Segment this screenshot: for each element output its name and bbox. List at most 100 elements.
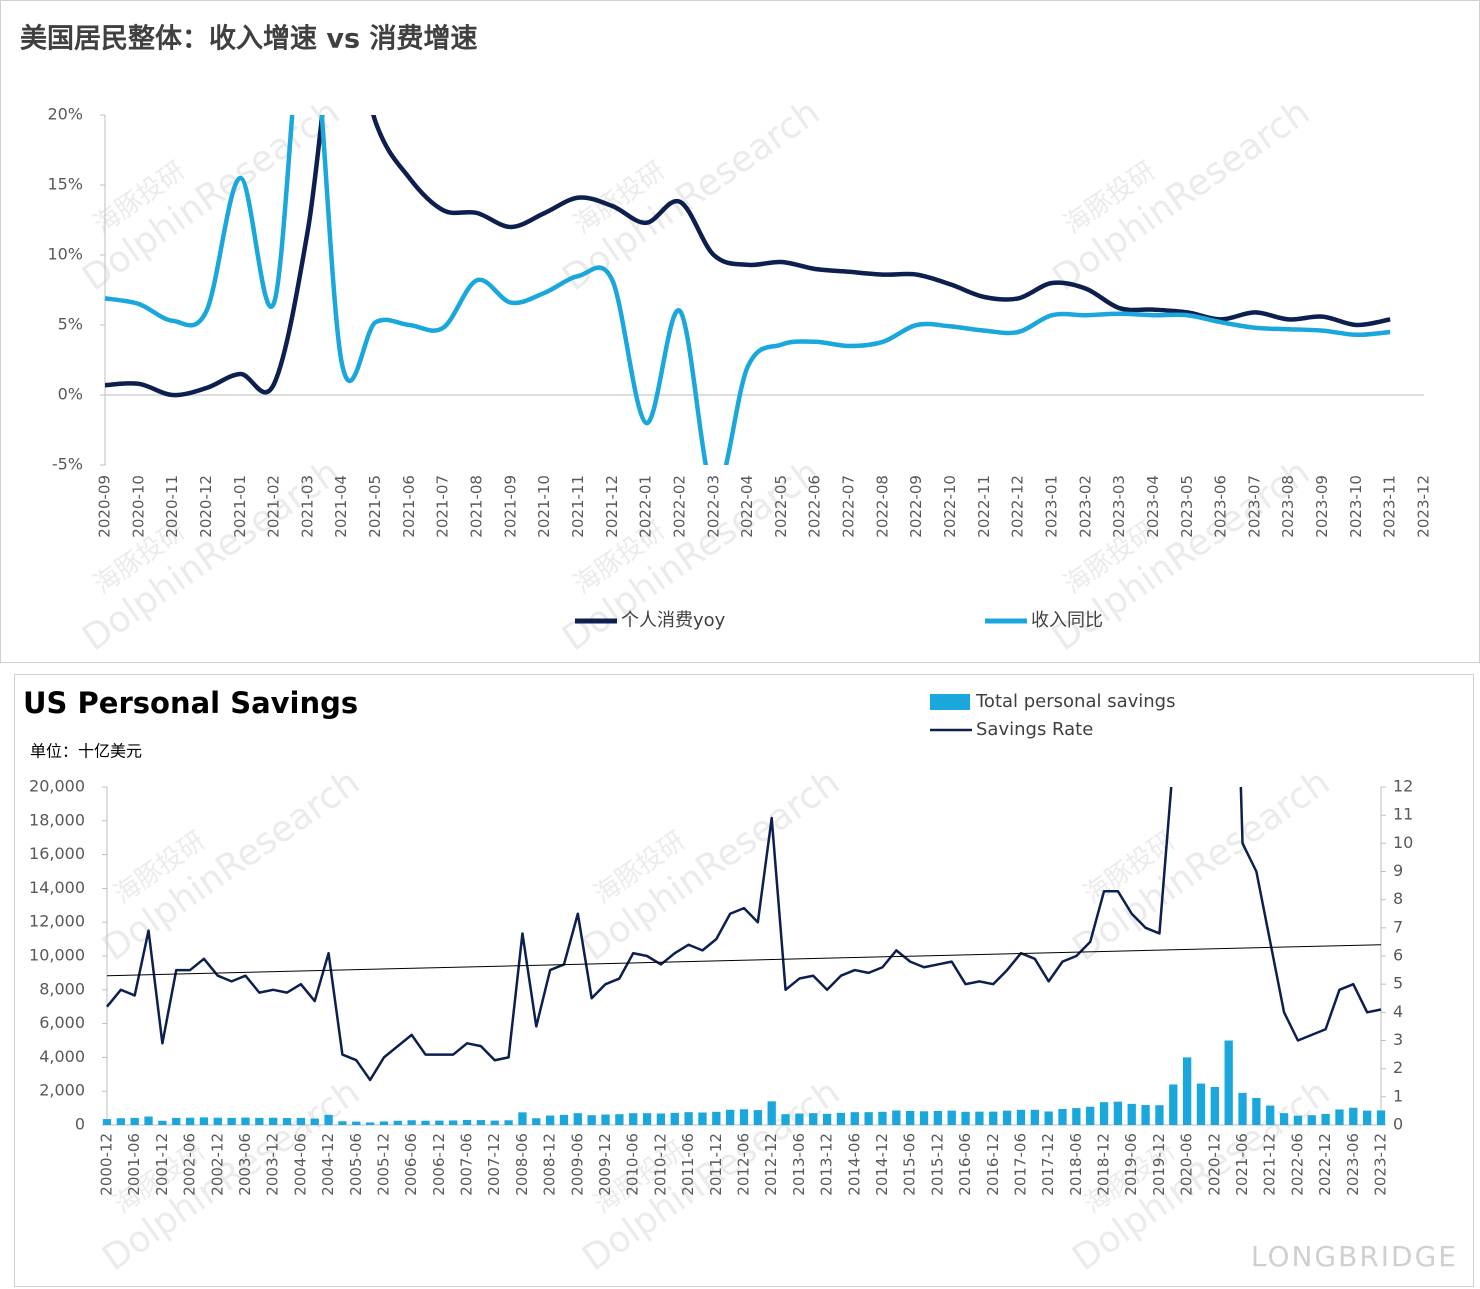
- x-tick-label: 2007-06: [458, 1133, 476, 1196]
- bar: [1307, 1115, 1316, 1125]
- bar: [1086, 1106, 1095, 1125]
- y2-tick-label: 2: [1393, 1058, 1403, 1077]
- bar: [227, 1117, 236, 1125]
- bar: [836, 1112, 846, 1125]
- panel-bottom: [14, 674, 1474, 1287]
- bar: [919, 1111, 929, 1125]
- line: [104, 115, 1391, 398]
- y2-tick-label: 8: [1393, 889, 1403, 908]
- x-tick-label: 2020-12: [197, 475, 215, 538]
- bar: [338, 1121, 347, 1125]
- x-tick-label: 2001-06: [125, 1133, 143, 1196]
- bar: [822, 1113, 832, 1125]
- x-tick-label: 2023-07: [1245, 475, 1263, 538]
- y-tick-label: 0: [75, 1115, 85, 1134]
- y-tick-label: 18,000: [29, 810, 85, 829]
- y-tick-label: 5%: [58, 315, 83, 334]
- bar: [296, 1117, 306, 1125]
- x-tick-label: 2021-08: [468, 475, 486, 538]
- bar: [365, 1122, 375, 1125]
- bar: [172, 1117, 181, 1125]
- bar: [255, 1117, 264, 1125]
- x-tick-label: 2010-12: [651, 1133, 669, 1196]
- bar: [656, 1113, 666, 1125]
- bar: [615, 1114, 624, 1125]
- bar: [1362, 1110, 1372, 1125]
- x-tick-label: 2022-01: [637, 475, 655, 538]
- bar: [1279, 1113, 1289, 1125]
- bar: [961, 1111, 970, 1125]
- x-tick-label: 2023-05: [1178, 475, 1196, 538]
- y-tick-label: 10,000: [29, 946, 85, 965]
- x-tick-label: 2000-12: [98, 1133, 116, 1196]
- bar: [504, 1120, 513, 1125]
- panel-top: [0, 0, 1480, 663]
- x-tick-label: 2010-06: [624, 1133, 642, 1196]
- bar: [393, 1120, 402, 1125]
- x-tick-label: 2015-06: [901, 1133, 919, 1196]
- x-tick-label: 2022-08: [873, 475, 891, 538]
- trendline: [106, 944, 1382, 977]
- bar: [767, 1101, 776, 1125]
- x-tick-label: 2021-05: [366, 475, 384, 538]
- x-tick-label: 2023-06: [1212, 475, 1230, 538]
- x-tick-label: 2020-12: [1205, 1133, 1223, 1196]
- legend-swatch: [930, 694, 970, 710]
- y2-tick-label: 7: [1393, 917, 1403, 936]
- x-tick-label: 2012-06: [735, 1133, 753, 1196]
- bar: [850, 1112, 859, 1125]
- x-tick-label: 2012-12: [762, 1133, 780, 1196]
- y-tick-label: 2,000: [39, 1081, 85, 1100]
- bar: [1044, 1111, 1053, 1125]
- bar: [1238, 1092, 1247, 1125]
- x-tick-label: 2019-12: [1150, 1133, 1168, 1196]
- bar: [379, 1121, 389, 1125]
- x-tick-label: 2023-01: [1042, 475, 1060, 538]
- bar: [1266, 1105, 1275, 1125]
- x-tick-label: 2021-12: [1261, 1133, 1279, 1196]
- x-tick-label: 2008-06: [513, 1133, 531, 1196]
- x-tick-label: 2021-12: [603, 475, 621, 538]
- bar: [1016, 1109, 1026, 1125]
- bar: [324, 1114, 333, 1125]
- y-tick-label: 8,000: [39, 979, 85, 998]
- x-tick-label: 2023-04: [1144, 475, 1162, 538]
- x-tick-label: 2020-10: [129, 475, 147, 538]
- bar: [1321, 1114, 1330, 1125]
- y2-tick-label: 6: [1393, 946, 1403, 965]
- x-tick-label: 2015-12: [928, 1133, 946, 1196]
- x-tick-label: 2014-12: [873, 1133, 891, 1196]
- y2-tick-label: 11: [1393, 805, 1413, 824]
- bar: [670, 1112, 679, 1125]
- x-tick-label: 2004-12: [319, 1133, 337, 1196]
- bar: [795, 1113, 804, 1125]
- bar: [753, 1110, 763, 1125]
- bar: [864, 1112, 873, 1125]
- x-tick-label: 2017-06: [1011, 1133, 1029, 1196]
- bar: [1196, 1083, 1206, 1125]
- bar: [241, 1117, 250, 1125]
- legend-label: 个人消费yoy: [621, 610, 726, 631]
- y-tick-label: 0%: [58, 385, 83, 404]
- x-tick-label: 2022-06: [1288, 1133, 1306, 1196]
- x-tick-label: 2023-10: [1347, 475, 1365, 538]
- bar: [144, 1116, 153, 1125]
- bar: [684, 1112, 693, 1125]
- bar: [462, 1119, 472, 1125]
- y2-tick-label: 12: [1393, 777, 1413, 796]
- x-tick-label: 2003-12: [264, 1133, 282, 1196]
- x-tick-label: 2019-06: [1122, 1133, 1140, 1196]
- x-tick-label: 2023-03: [1110, 475, 1128, 538]
- y-tick-label: 20,000: [29, 777, 85, 796]
- x-tick-label: 2023-12: [1372, 1133, 1390, 1196]
- bar: [158, 1120, 167, 1125]
- x-tick-label: 2023-11: [1381, 475, 1399, 538]
- x-tick-label: 2021-09: [501, 475, 519, 538]
- x-tick-label: 2011-06: [679, 1133, 697, 1196]
- x-tick-label: 2022-10: [941, 475, 959, 538]
- x-tick-label: 2001-12: [153, 1133, 171, 1196]
- bar: [407, 1120, 416, 1125]
- y-tick-label: 4,000: [39, 1047, 85, 1066]
- y2-tick-label: 0: [1393, 1115, 1403, 1134]
- bar: [199, 1117, 209, 1125]
